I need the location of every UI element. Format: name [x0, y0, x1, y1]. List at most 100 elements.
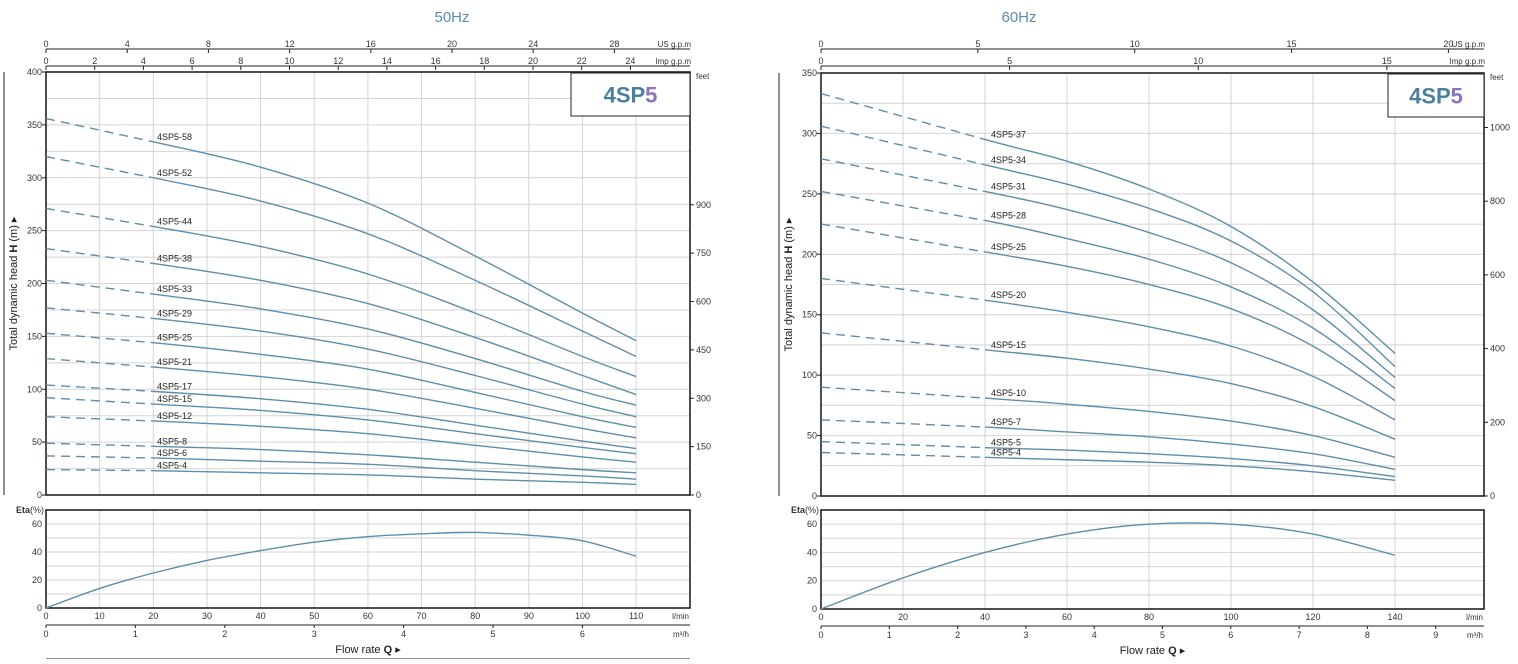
curve-4SP5-58: [153, 141, 637, 342]
curve-4SP5-33: [153, 293, 637, 406]
imp-gpm-tick-label: 5: [1007, 56, 1012, 66]
curve-label: 4SP5-15: [157, 394, 192, 404]
curve-label: 4SP5-33: [157, 284, 192, 294]
frequency-title: 60Hz: [1001, 9, 1036, 26]
imp-gpm-tick-label: 0: [818, 56, 823, 66]
curve-dashed-4SP5-31: [820, 158, 986, 193]
curve-dashed-4SP5-4: [45, 468, 154, 472]
curve-label: 4SP5-6: [157, 448, 187, 458]
m3h-tick-label: 0: [43, 629, 48, 639]
imp-gpm-tick-label: 10: [1193, 56, 1203, 66]
curve-dashed-4SP5-10: [820, 386, 986, 399]
curve-4SP5-6: [153, 457, 637, 480]
efficiency-curve: [820, 522, 1396, 610]
curve-4SP5-15: [153, 403, 637, 455]
head-y-tick-label: 300: [802, 128, 817, 138]
head-axis-label: Total dynamic head H (m) ▸: [8, 216, 20, 350]
head-y-tick-label: 100: [27, 384, 42, 394]
us-gpm-tick-label: 0: [818, 39, 823, 49]
curve-dashed-4SP5-34: [820, 125, 986, 166]
imp-gpm-tick-label: 18: [479, 56, 489, 66]
lmin-unit: l/min: [672, 612, 689, 621]
head-y-tick-label: 300: [27, 173, 42, 183]
feet-unit: feet: [696, 72, 710, 81]
lmin-tick-label: 70: [417, 611, 427, 621]
curve-dashed-4SP5-17: [45, 384, 154, 393]
eta-axis-label: Eta(%): [791, 505, 819, 515]
curve-dashed-4SP5-15: [820, 332, 986, 351]
us-gpm-tick-label: 20: [1443, 39, 1453, 49]
feet-tick-label: 400: [1490, 344, 1505, 354]
imp-gpm-tick-label: 4: [141, 56, 146, 66]
curve-label: 4SP5-15: [991, 340, 1026, 350]
curve-4SP5-25: [153, 342, 637, 429]
curve-label: 4SP5-4: [157, 461, 187, 471]
m3h-tick-label: 3: [1023, 630, 1028, 640]
head-y-tick-label: 250: [27, 226, 42, 236]
lmin-tick-label: 40: [256, 611, 266, 621]
us-gpm-tick-label: 5: [975, 39, 980, 49]
head-y-tick-label: 350: [802, 68, 817, 78]
frequency-title: 50Hz: [434, 9, 469, 26]
curve-4SP5-25: [984, 251, 1396, 402]
curve-dashed-4SP5-52: [45, 155, 154, 179]
lmin-tick-label: 30: [202, 611, 212, 621]
brand-label: 4SP5: [604, 83, 658, 108]
curve-4SP5-7: [984, 426, 1396, 471]
m3h-tick-label: 1: [887, 630, 892, 640]
curve-4SP5-5: [984, 446, 1396, 478]
feet-tick-label: 300: [696, 393, 711, 403]
curve-dashed-4SP5-28: [820, 190, 986, 222]
lmin-tick-label: 50: [309, 611, 319, 621]
imp-gpm-tick-label: 8: [238, 56, 243, 66]
m3h-tick-label: 1: [133, 629, 138, 639]
lmin-tick-label: 20: [148, 611, 158, 621]
curve-label: 4SP5-37: [991, 129, 1026, 139]
feet-tick-label: 0: [696, 490, 701, 500]
imp-gpm-tick-label: 20: [528, 56, 538, 66]
us-gpm-tick-label: 16: [366, 39, 376, 49]
us-gpm-tick-label: 0: [43, 39, 48, 49]
curve-dashed-4SP5-12: [45, 416, 154, 422]
curve-4SP5-17: [153, 390, 637, 450]
imp-gpm-tick-label: 14: [382, 56, 392, 66]
curve-label: 4SP5-4: [991, 447, 1021, 457]
curve-label: 4SP5-29: [157, 308, 192, 318]
curve-label: 4SP5-58: [157, 132, 192, 142]
imp-gpm-tick-label: 24: [625, 56, 635, 66]
curve-label: 4SP5-12: [157, 411, 192, 421]
m3h-unit: m³/h: [673, 630, 689, 639]
imp-gpm-unit: Imp g.p.m: [655, 57, 691, 66]
feet-tick-label: 0: [1490, 491, 1495, 501]
lmin-tick-label: 100: [1223, 612, 1238, 622]
curve-4SP5-44: [153, 225, 637, 378]
curve-4SP5-29: [153, 317, 637, 418]
brand-label: 4SP5: [1409, 84, 1463, 109]
curve-label: 4SP5-17: [157, 381, 192, 391]
head-y-tick-label: 0: [812, 491, 817, 501]
feet-unit: feet: [1490, 73, 1504, 82]
eta-y-tick-label: 20: [32, 575, 42, 585]
us-gpm-unit: US g.p.m: [658, 40, 692, 49]
curve-4SP5-21: [153, 366, 637, 439]
curve-dashed-4SP5-58: [45, 117, 154, 143]
m3h-tick-label: 0: [818, 630, 823, 640]
eta-y-tick-label: 60: [807, 519, 817, 529]
curve-4SP5-10: [984, 397, 1396, 459]
us-gpm-tick-label: 15: [1287, 39, 1297, 49]
m3h-tick-label: 7: [1297, 630, 1302, 640]
imp-gpm-tick-label: 10: [284, 56, 294, 66]
curve-4SP5-31: [984, 190, 1396, 379]
m3h-tick-label: 3: [312, 629, 317, 639]
feet-tick-label: 150: [696, 442, 711, 452]
m3h-unit: m³/h: [1467, 631, 1483, 640]
curve-label: 4SP5-28: [991, 210, 1026, 220]
lmin-tick-label: 40: [980, 612, 990, 622]
curve-4SP5-4: [984, 456, 1396, 481]
eta-y-tick-label: 0: [812, 604, 817, 614]
curve-label: 4SP5-25: [157, 333, 192, 343]
curve-dashed-4SP5-15: [45, 397, 154, 405]
us-gpm-tick-label: 10: [1130, 39, 1140, 49]
curve-dashed-4SP5-21: [45, 357, 154, 368]
